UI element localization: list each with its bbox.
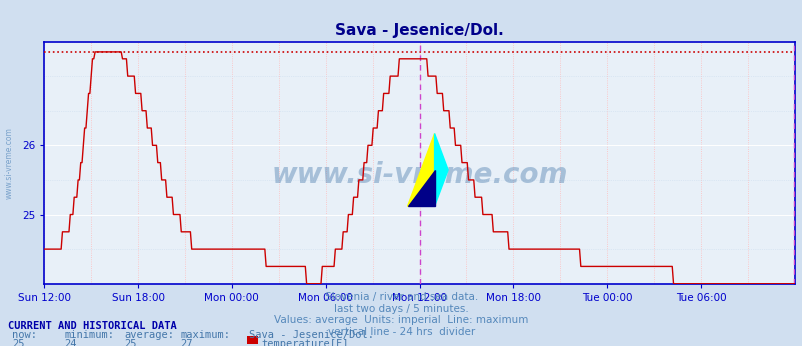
Text: 27: 27 [180, 339, 193, 346]
Text: average:: average: [124, 330, 174, 340]
Text: 25: 25 [124, 339, 137, 346]
Text: now:: now: [12, 330, 37, 340]
Polygon shape [434, 134, 448, 206]
Text: temperature[F]: temperature[F] [261, 339, 348, 346]
Polygon shape [407, 170, 434, 206]
Text: 25: 25 [12, 339, 25, 346]
Text: Slovenia / river and sea data.: Slovenia / river and sea data. [325, 292, 477, 302]
Text: Values: average  Units: imperial  Line: maximum: Values: average Units: imperial Line: ma… [274, 315, 528, 325]
Text: CURRENT AND HISTORICAL DATA: CURRENT AND HISTORICAL DATA [8, 321, 176, 331]
Text: Sava - Jesenice/Dol.: Sava - Jesenice/Dol. [249, 330, 374, 340]
Text: www.si-vreme.com: www.si-vreme.com [5, 127, 14, 199]
Text: maximum:: maximum: [180, 330, 230, 340]
Text: minimum:: minimum: [64, 330, 114, 340]
Text: 24: 24 [64, 339, 77, 346]
Text: www.si-vreme.com: www.si-vreme.com [271, 161, 567, 189]
Text: last two days / 5 minutes.: last two days / 5 minutes. [334, 304, 468, 314]
Text: vertical line - 24 hrs  divider: vertical line - 24 hrs divider [327, 327, 475, 337]
Polygon shape [407, 134, 434, 206]
Title: Sava - Jesenice/Dol.: Sava - Jesenice/Dol. [334, 22, 504, 38]
